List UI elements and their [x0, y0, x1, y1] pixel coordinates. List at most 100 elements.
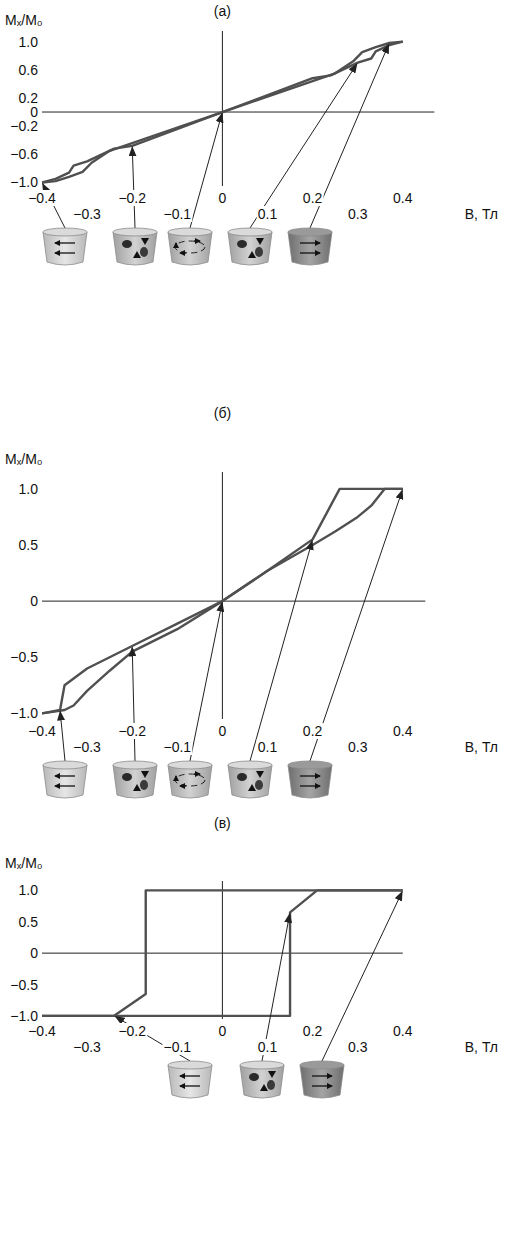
icon-triangle: [248, 251, 256, 258]
label-patch: [302, 1023, 324, 1039]
icon-triangle: [268, 1071, 276, 1078]
label-patch: [302, 723, 324, 739]
icon-body: [300, 1065, 344, 1098]
icon-arrow: [175, 776, 176, 781]
x-tick-label: −0.2: [118, 723, 146, 739]
icon-top: [168, 761, 212, 769]
x-tick-label-group: −0.3: [72, 739, 102, 755]
x-tick-label: 0.2: [303, 1023, 323, 1039]
x-tick-label: 0.4: [393, 723, 413, 739]
x-tick-label-group: 0.2: [302, 190, 324, 206]
y-axis: [222, 31, 223, 186]
pointer-arrow: [132, 648, 135, 761]
y-axis-title: Mₓ/M₀: [5, 12, 43, 28]
x-tick-label: −0.1: [163, 739, 191, 755]
magnet-state-icon: [228, 761, 272, 798]
label-patch: [9, 705, 39, 721]
y-tick-label-group: 1.0: [18, 34, 40, 50]
label-patch: [9, 649, 39, 665]
y-tick-label-group: −0.2: [9, 118, 39, 134]
y-tick-label: −0.5: [10, 977, 38, 993]
label-patch: [302, 190, 324, 206]
y-axis-title: Mₓ/M₀: [5, 855, 43, 871]
label-patch: [9, 146, 39, 162]
x-tick-label: 0.1: [258, 206, 278, 222]
x-tick-label-group: −0.4: [27, 723, 57, 739]
label-patch: [72, 739, 102, 755]
icon-triangle: [141, 238, 149, 245]
label-patch: [257, 1039, 279, 1055]
panel-title: (б): [214, 405, 231, 421]
label-patch: [162, 1039, 192, 1055]
x-tick-label: −0.1: [163, 206, 191, 222]
y-tick-label: −1.0: [10, 1008, 38, 1024]
y-tick-label: 0.5: [19, 537, 39, 553]
icon-top: [300, 1061, 344, 1069]
panel-title-group: (а): [214, 3, 231, 19]
label-patch: [464, 206, 499, 222]
y-tick-label-group: −0.5: [9, 977, 39, 993]
x-tick-label: −0.3: [73, 739, 101, 755]
y-tick-label: 1.0: [19, 882, 39, 898]
label-patch: [18, 34, 40, 50]
magnet-state-icon: [43, 228, 87, 265]
x-tick-label: 0: [219, 190, 227, 206]
x-tick-label: −0.1: [163, 1039, 191, 1055]
x-tick-label: 0: [219, 723, 227, 739]
x-axis-title-group: B, Тл: [464, 739, 499, 755]
x-tick-label: −0.4: [28, 1023, 56, 1039]
icon-vortex: [175, 241, 205, 253]
icon-arrow: [300, 785, 320, 786]
magnet-state-icon: [300, 1061, 344, 1098]
x-tick-label-group: 0.3: [347, 739, 369, 755]
icon-arrow: [55, 785, 75, 786]
x-tick-label: −0.4: [28, 190, 56, 206]
icon-body: [113, 765, 157, 798]
label-patch: [257, 739, 279, 755]
label-patch: [9, 1008, 39, 1024]
icon-patch: [255, 780, 263, 790]
y-tick-label: −1.0: [10, 174, 38, 190]
panel: −1.0−0.500.51.0−0.4−0.3−0.2−0.100.10.20.…: [5, 405, 499, 798]
icons: [43, 490, 402, 798]
x-tick-label-group: 0.1: [257, 739, 279, 755]
x-tick-label-group: −0.1: [162, 1039, 192, 1055]
icon-arrow: [55, 252, 75, 253]
icon-arrow: [300, 252, 320, 253]
figure: −1.0−0.6−0.200.20.61.0−0.4−0.3−0.2−0.100…: [0, 0, 506, 1245]
label-patch: [27, 190, 57, 206]
x-tick-label: 0.2: [303, 723, 323, 739]
icon-body: [168, 1065, 212, 1098]
icon-top: [43, 228, 87, 236]
x-tick-label-group: 0.2: [302, 1023, 324, 1039]
magnet-state-icon: [43, 761, 87, 798]
label-patch: [257, 206, 279, 222]
icon-triangle: [248, 784, 256, 791]
panel-title-group: (в): [214, 815, 231, 831]
y-tick-label-group: −1.0: [9, 1008, 39, 1024]
icon-patch: [267, 1080, 275, 1090]
icon-patch: [249, 1073, 259, 1081]
y-tick-label-group: 0.5: [18, 914, 40, 930]
x-tick-label: 0.2: [303, 190, 323, 206]
label-patch: [29, 593, 39, 609]
x-tick-label-group: −0.3: [72, 206, 102, 222]
icon-body: [288, 232, 332, 265]
x-axis-title: B, Тл: [465, 739, 498, 755]
y-tick-label: −0.6: [10, 146, 38, 162]
y-tick-label-group: −1.0: [9, 174, 39, 190]
icon-triangle: [260, 1084, 268, 1091]
icon-arrow: [180, 1075, 200, 1076]
magnet-state-icon: [168, 228, 212, 265]
icon-patch: [255, 247, 263, 257]
y-tick-label: 1.0: [19, 34, 39, 50]
label-patch: [9, 174, 39, 190]
x-tick-label-group: 0.3: [347, 206, 369, 222]
icon-arrow: [300, 775, 320, 776]
x-tick-label-group: 0.3: [347, 1039, 369, 1055]
label-patch: [464, 1039, 499, 1055]
x-tick-label: 0.3: [348, 206, 368, 222]
y-tick-label-group: 0: [29, 593, 39, 609]
y-axis-title-group: Mₓ/M₀: [5, 855, 43, 871]
hysteresis-branch: [42, 890, 403, 1015]
